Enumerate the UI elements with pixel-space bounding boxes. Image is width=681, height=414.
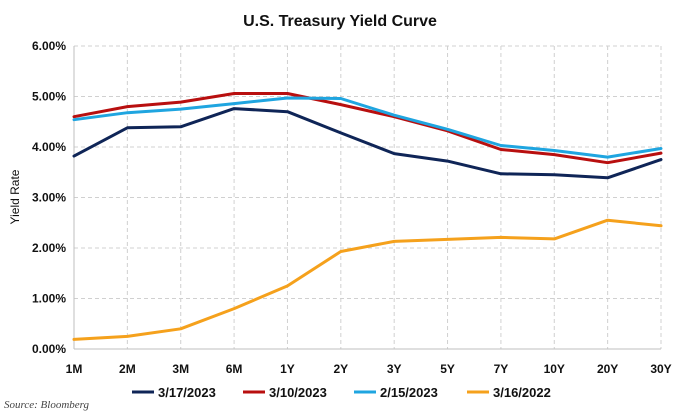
legend-label: 3/16/2022 [493, 385, 551, 400]
series-layer [72, 92, 663, 341]
x-tick-label: 2M [119, 362, 136, 376]
source-note: Source: Bloomberg [4, 399, 90, 411]
y-tick-label: 4.00% [32, 140, 66, 154]
grid-layer [74, 45, 662, 349]
legend-label: 3/10/2023 [269, 385, 327, 400]
x-tick-label: 6M [226, 362, 243, 376]
y-tick-label: 5.00% [32, 90, 66, 104]
legend-item-4: 3/16/2022 [467, 385, 551, 400]
x-tick-label: 2Y [333, 362, 348, 376]
x-tick-label: 1M [66, 362, 83, 376]
series-line-3 [72, 96, 663, 159]
legend-label: 3/17/2023 [158, 385, 216, 400]
y-tick-label: 1.00% [32, 292, 66, 306]
x-tick-label: 10Y [544, 362, 565, 376]
series-line-4 [72, 218, 663, 341]
legend-item-3: 2/15/2023 [354, 385, 438, 400]
y-tick-label: 6.00% [32, 39, 66, 53]
chart-title: U.S. Treasury Yield Curve [243, 13, 437, 30]
series-line-2 [72, 92, 663, 165]
x-tick-label: 3Y [387, 362, 402, 376]
y-tick-label: 2.00% [32, 241, 66, 255]
series-line-1 [72, 107, 663, 180]
legend: 3/17/2023 3/10/2023 2/15/2023 3/16/2022 [132, 385, 551, 400]
axis-layer: 0.00% 1.00% 2.00% 3.00% 4.00% 5.00% 6.00% 1M 2M 3… [32, 39, 672, 376]
x-tick-label: 1Y [280, 362, 295, 376]
x-tick-label: 5Y [440, 362, 455, 376]
x-tick-label: 3M [172, 362, 189, 376]
x-tick-label: 20Y [597, 362, 618, 376]
y-axis-label: Yield Rate [8, 169, 22, 224]
legend-item-1: 3/17/2023 [132, 385, 216, 400]
x-tick-label: 30Y [650, 362, 671, 376]
y-tick-label: 3.00% [32, 191, 66, 205]
y-tick-label: 0.00% [32, 342, 66, 356]
x-tick-label: 7Y [494, 362, 509, 376]
legend-label: 2/15/2023 [380, 385, 438, 400]
legend-item-2: 3/10/2023 [243, 385, 327, 400]
